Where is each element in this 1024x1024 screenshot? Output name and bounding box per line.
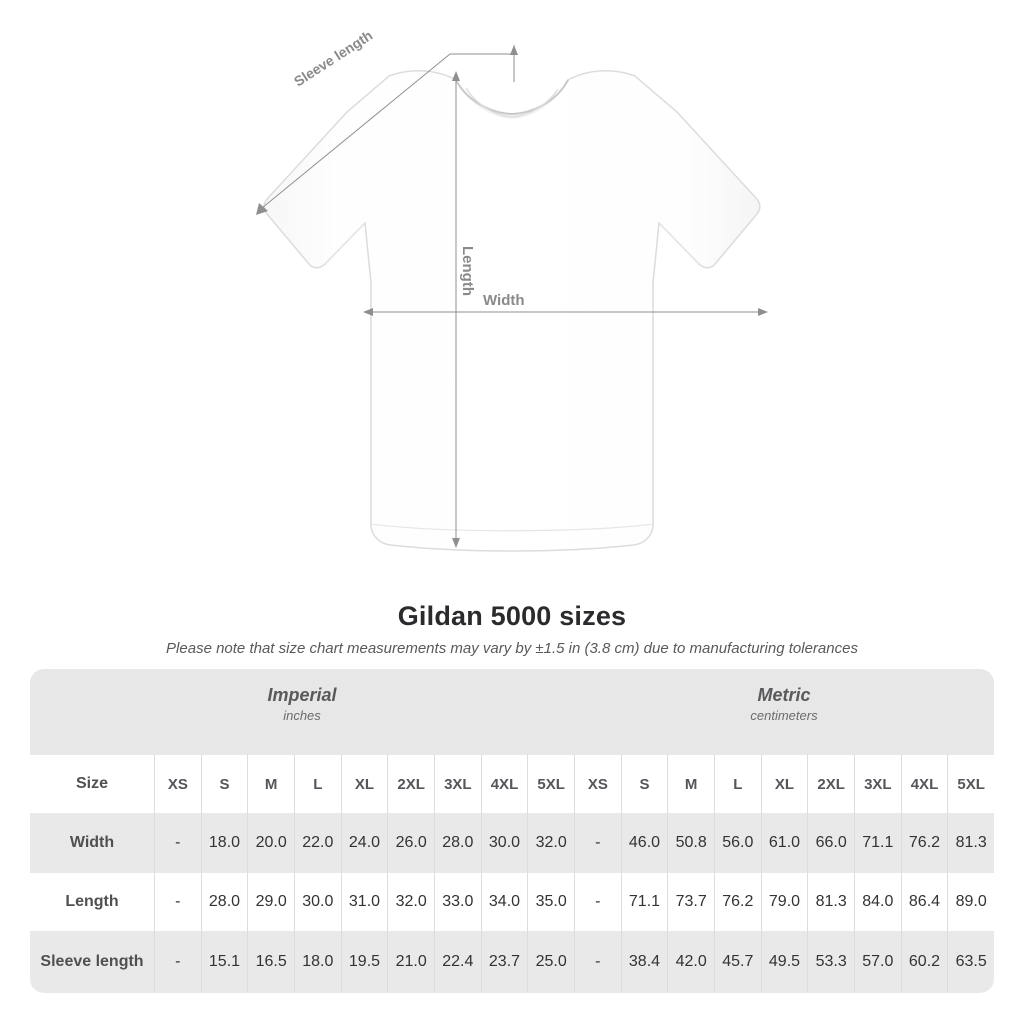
svg-text:Length: Length	[459, 246, 476, 296]
svg-text:Width: Width	[483, 292, 525, 309]
svg-text:Sleeve length: Sleeve length	[291, 27, 375, 90]
